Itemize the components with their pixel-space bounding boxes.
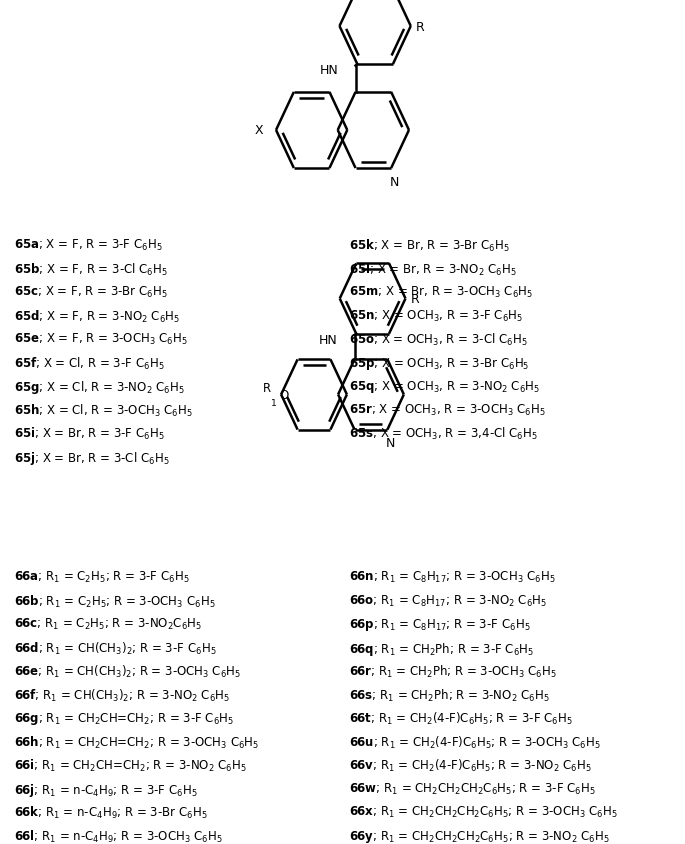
Text: N: N [390, 176, 399, 188]
Text: $\bf{66q}$; R$_1$ = CH$_2$Ph; R = 3-F C$_6$H$_5$: $\bf{66q}$; R$_1$ = CH$_2$Ph; R = 3-F C$… [349, 640, 534, 657]
Text: $\bf{65j}$; X = Br, R = 3-Cl C$_6$H$_5$: $\bf{65j}$; X = Br, R = 3-Cl C$_6$H$_5$ [14, 449, 169, 466]
Text: $\bf{65q}$; X = OCH$_3$, R = 3-NO$_2$ C$_6$H$_5$: $\bf{65q}$; X = OCH$_3$, R = 3-NO$_2$ C$… [349, 379, 540, 395]
Text: $\bf{66p}$; R$_1$ = C$_8$H$_{17}$; R = 3-F C$_6$H$_5$: $\bf{66p}$; R$_1$ = C$_8$H$_{17}$; R = 3… [349, 617, 531, 633]
Text: $\bf{65r}$; X = OCH$_3$, R = 3-OCH$_3$ C$_6$H$_5$: $\bf{65r}$; X = OCH$_3$, R = 3-OCH$_3$ C… [349, 403, 547, 417]
Text: $\bf{66f}$; R$_1$ = CH(CH$_3$)$_2$; R = 3-NO$_2$ C$_6$H$_5$: $\bf{66f}$; R$_1$ = CH(CH$_3$)$_2$; R = … [14, 687, 230, 703]
Text: $\bf{66v}$; R$_1$ = CH$_2$(4-F)C$_6$H$_5$; R = 3-NO$_2$ C$_6$H$_5$: $\bf{66v}$; R$_1$ = CH$_2$(4-F)C$_6$H$_5… [349, 757, 593, 773]
Text: $\bf{65b}$; X = F, R = 3-Cl C$_6$H$_5$: $\bf{65b}$; X = F, R = 3-Cl C$_6$H$_5$ [14, 262, 168, 278]
Text: $\bf{66j}$; R$_1$ = n-C$_4$H$_9$; R = 3-F C$_6$H$_5$: $\bf{66j}$; R$_1$ = n-C$_4$H$_9$; R = 3-… [14, 781, 197, 798]
Text: $\bf{66k}$; R$_1$ = n-C$_4$H$_9$; R = 3-Br C$_6$H$_5$: $\bf{66k}$; R$_1$ = n-C$_4$H$_9$; R = 3-… [14, 804, 208, 820]
Text: $\bf{66a}$; R$_1$ = C$_2$H$_5$; R = 3-F C$_6$H$_5$: $\bf{66a}$; R$_1$ = C$_2$H$_5$; R = 3-F … [14, 570, 190, 585]
Text: 1: 1 [271, 398, 277, 408]
Text: $\bf{66y}$; R$_1$ = CH$_2$CH$_2$CH$_2$C$_6$H$_5$; R = 3-NO$_2$ C$_6$H$_5$: $\bf{66y}$; R$_1$ = CH$_2$CH$_2$CH$_2$C$… [349, 828, 610, 844]
Text: HN: HN [319, 333, 338, 346]
Text: $\bf{65i}$; X = Br, R = 3-F C$_6$H$_5$: $\bf{65i}$; X = Br, R = 3-F C$_6$H$_5$ [14, 425, 164, 441]
Text: $\bf{66e}$; R$_1$ = CH(CH$_3$)$_2$; R = 3-OCH$_3$ C$_6$H$_5$: $\bf{66e}$; R$_1$ = CH(CH$_3$)$_2$; R = … [14, 663, 241, 679]
Text: $\bf{65a}$; X = F, R = 3-F C$_6$H$_5$: $\bf{65a}$; X = F, R = 3-F C$_6$H$_5$ [14, 238, 162, 253]
Text: $\bf{65k}$; X = Br, R = 3-Br C$_6$H$_5$: $\bf{65k}$; X = Br, R = 3-Br C$_6$H$_5$ [349, 238, 510, 254]
Text: $\bf{65h}$; X = Cl, R = 3-OCH$_3$ C$_6$H$_5$: $\bf{65h}$; X = Cl, R = 3-OCH$_3$ C$_6$H… [14, 403, 192, 419]
Text: $\bf{66d}$; R$_1$ = CH(CH$_3$)$_2$; R = 3-F C$_6$H$_5$: $\bf{66d}$; R$_1$ = CH(CH$_3$)$_2$; R = … [14, 640, 216, 656]
Text: X: X [255, 124, 264, 138]
Text: $\bf{66b}$; R$_1$ = C$_2$H$_5$; R = 3-OCH$_3$ C$_6$H$_5$: $\bf{66b}$; R$_1$ = C$_2$H$_5$; R = 3-OC… [14, 593, 215, 609]
Text: HN: HN [320, 64, 338, 77]
Text: O: O [279, 388, 289, 402]
Text: N: N [386, 437, 395, 450]
Text: $\bf{66t}$; R$_1$ = CH$_2$(4-F)C$_6$H$_5$; R = 3-F C$_6$H$_5$: $\bf{66t}$; R$_1$ = CH$_2$(4-F)C$_6$H$_5… [349, 711, 573, 727]
Text: $\bf{66x}$; R$_1$ = CH$_2$CH$_2$CH$_2$C$_6$H$_5$; R = 3-OCH$_3$ C$_6$H$_5$: $\bf{66x}$; R$_1$ = CH$_2$CH$_2$CH$_2$C$… [349, 804, 619, 820]
Text: $\bf{66u}$; R$_1$ = CH$_2$(4-F)C$_6$H$_5$; R = 3-OCH$_3$ C$_6$H$_5$: $\bf{66u}$; R$_1$ = CH$_2$(4-F)C$_6$H$_5… [349, 734, 601, 750]
Text: $\bf{65l}$; X = Br, R = 3-NO$_2$ C$_6$H$_5$: $\bf{65l}$; X = Br, R = 3-NO$_2$ C$_6$H$… [349, 262, 517, 278]
Text: $\bf{65o}$; X = OCH$_3$, R = 3-Cl C$_6$H$_5$: $\bf{65o}$; X = OCH$_3$, R = 3-Cl C$_6$H… [349, 332, 528, 348]
Text: $\bf{65m}$; X = Br, R = 3-OCH$_3$ C$_6$H$_5$: $\bf{65m}$; X = Br, R = 3-OCH$_3$ C$_6$H… [349, 285, 534, 300]
Text: $\bf{65e}$; X = F, R = 3-OCH$_3$ C$_6$H$_5$: $\bf{65e}$; X = F, R = 3-OCH$_3$ C$_6$H$… [14, 332, 188, 347]
Text: $\bf{66i}$; R$_1$ = CH$_2$CH=CH$_2$; R = 3-NO$_2$ C$_6$H$_5$: $\bf{66i}$; R$_1$ = CH$_2$CH=CH$_2$; R =… [14, 757, 247, 773]
Text: $\bf{66c}$; R$_1$ = C$_2$H$_5$; R = 3-NO$_2$C$_6$H$_5$: $\bf{66c}$; R$_1$ = C$_2$H$_5$; R = 3-NO… [14, 617, 202, 631]
Text: $\bf{66h}$; R$_1$ = CH$_2$CH=CH$_2$; R = 3-OCH$_3$ C$_6$H$_5$: $\bf{66h}$; R$_1$ = CH$_2$CH=CH$_2$; R =… [14, 734, 259, 750]
Text: $\bf{66o}$; R$_1$ = C$_8$H$_{17}$; R = 3-NO$_2$ C$_6$H$_5$: $\bf{66o}$; R$_1$ = C$_8$H$_{17}$; R = 3… [349, 593, 547, 609]
Text: $\bf{65g}$; X = Cl, R = 3-NO$_2$ C$_6$H$_5$: $\bf{65g}$; X = Cl, R = 3-NO$_2$ C$_6$H$… [14, 379, 184, 396]
Text: R: R [416, 20, 425, 34]
Text: $\bf{65f}$; X = Cl, R = 3-F C$_6$H$_5$: $\bf{65f}$; X = Cl, R = 3-F C$_6$H$_5$ [14, 355, 164, 371]
Text: $\bf{66g}$; R$_1$ = CH$_2$CH=CH$_2$; R = 3-F C$_6$H$_5$: $\bf{66g}$; R$_1$ = CH$_2$CH=CH$_2$; R =… [14, 711, 234, 727]
Text: $\bf{65c}$; X = F, R = 3-Br C$_6$H$_5$: $\bf{65c}$; X = F, R = 3-Br C$_6$H$_5$ [14, 285, 168, 300]
Text: R: R [411, 293, 420, 306]
Text: $\bf{65p}$; X = OCH$_3$, R = 3-Br C$_6$H$_5$: $\bf{65p}$; X = OCH$_3$, R = 3-Br C$_6$H… [349, 355, 530, 371]
Text: $\bf{65s}$; X = OCH$_3$, R = 3,4-Cl C$_6$H$_5$: $\bf{65s}$; X = OCH$_3$, R = 3,4-Cl C$_6… [349, 425, 538, 441]
Text: $\bf{66s}$; R$_1$ = CH$_2$Ph; R = 3-NO$_2$ C$_6$H$_5$: $\bf{66s}$; R$_1$ = CH$_2$Ph; R = 3-NO$_… [349, 687, 550, 703]
Text: $\bf{65d}$; X = F, R = 3-NO$_2$ C$_6$H$_5$: $\bf{65d}$; X = F, R = 3-NO$_2$ C$_6$H$_… [14, 308, 179, 324]
Text: $\bf{66r}$; R$_1$ = CH$_2$Ph; R = 3-OCH$_3$ C$_6$H$_5$: $\bf{66r}$; R$_1$ = CH$_2$Ph; R = 3-OCH$… [349, 663, 557, 679]
Text: R: R [263, 381, 271, 395]
Text: $\bf{65n}$; X = OCH$_3$, R = 3-F C$_6$H$_5$: $\bf{65n}$; X = OCH$_3$, R = 3-F C$_6$H$… [349, 308, 523, 323]
Text: $\bf{66l}$; R$_1$ = n-C$_4$H$_9$; R = 3-OCH$_3$ C$_6$H$_5$: $\bf{66l}$; R$_1$ = n-C$_4$H$_9$; R = 3-… [14, 828, 223, 844]
Text: $\bf{66n}$; R$_1$ = C$_8$H$_{17}$; R = 3-OCH$_3$ C$_6$H$_5$: $\bf{66n}$; R$_1$ = C$_8$H$_{17}$; R = 3… [349, 570, 556, 585]
Text: $\bf{66w}$; R$_1$ = CH$_2$CH$_2$CH$_2$C$_6$H$_5$; R = 3-F C$_6$H$_5$: $\bf{66w}$; R$_1$ = CH$_2$CH$_2$CH$_2$C$… [349, 781, 597, 796]
